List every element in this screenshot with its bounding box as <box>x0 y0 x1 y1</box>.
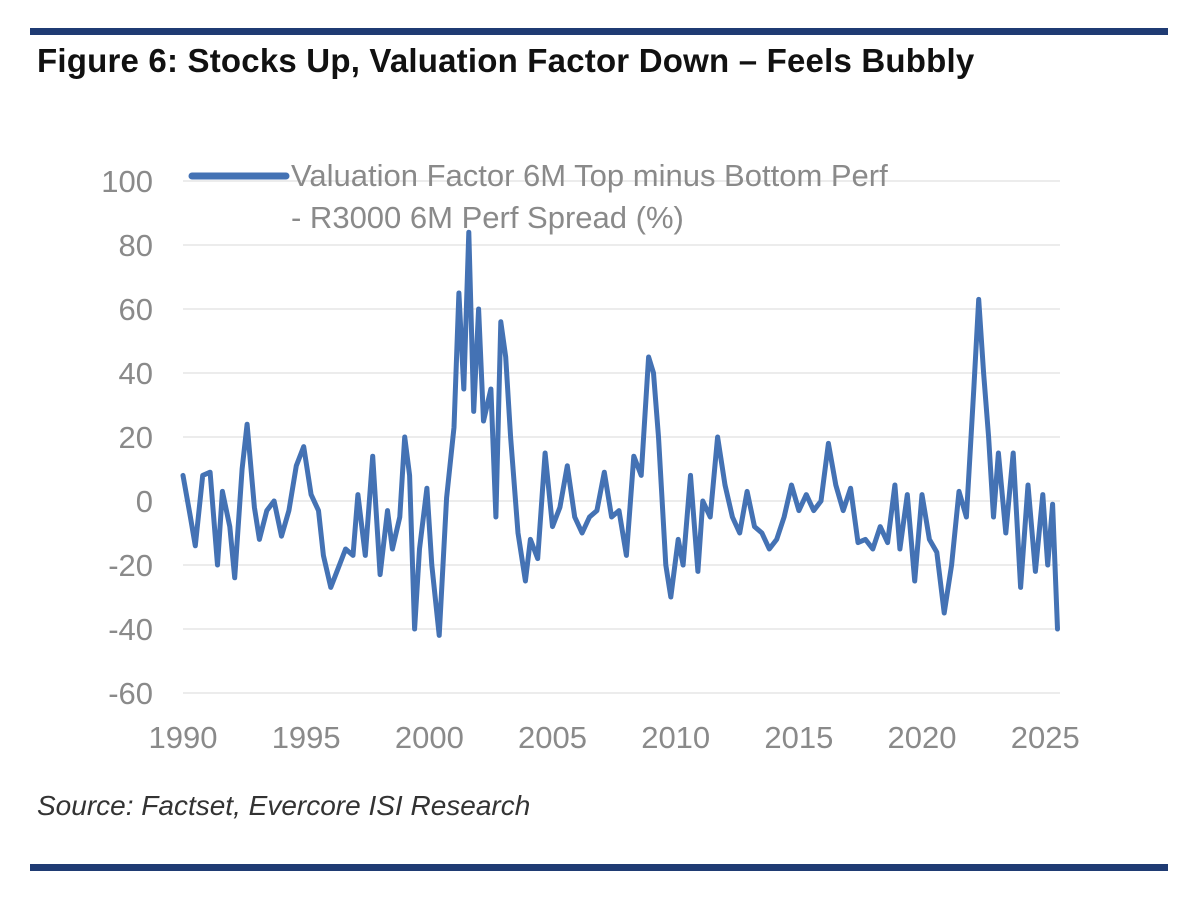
x-axis-ticks: 1990 1995 2000 2005 2010 2015 2020 2025 <box>149 720 1080 755</box>
legend: Valuation Factor 6M Top minus Bottom Per… <box>188 158 888 235</box>
y-tick-label: 100 <box>101 164 153 199</box>
y-tick-label: 0 <box>136 484 153 519</box>
x-tick-label: 2005 <box>518 720 587 755</box>
x-tick-label: 2015 <box>764 720 833 755</box>
top-rule <box>30 28 1168 35</box>
y-tick-label: 80 <box>119 228 153 263</box>
y-tick-label: -40 <box>108 612 153 647</box>
y-tick-label: -60 <box>108 676 153 711</box>
grid-lines <box>183 180 1060 694</box>
series-line <box>180 229 1060 638</box>
y-axis-ticks: 100 80 60 40 20 0 -20 -40 -60 <box>101 164 153 711</box>
y-tick-label: 20 <box>119 420 153 455</box>
source-note: Source: Factset, Evercore ISI Research <box>37 790 531 821</box>
figure-title: Figure 6: Stocks Up, Valuation Factor Do… <box>37 42 975 79</box>
x-tick-label: 2010 <box>641 720 710 755</box>
x-tick-label: 2020 <box>888 720 957 755</box>
x-tick-label: 2025 <box>1011 720 1080 755</box>
series-group <box>180 229 1060 638</box>
y-tick-label: 40 <box>119 356 153 391</box>
x-tick-label: 2000 <box>395 720 464 755</box>
x-tick-label: 1995 <box>272 720 341 755</box>
x-tick-label: 1990 <box>149 720 218 755</box>
y-tick-label: 60 <box>119 292 153 327</box>
bottom-rule <box>30 864 1168 871</box>
y-tick-label: -20 <box>108 548 153 583</box>
legend-label-line-2: - R3000 6M Perf Spread (%) <box>291 200 684 235</box>
legend-label-line-1: Valuation Factor 6M Top minus Bottom Per… <box>291 158 888 193</box>
